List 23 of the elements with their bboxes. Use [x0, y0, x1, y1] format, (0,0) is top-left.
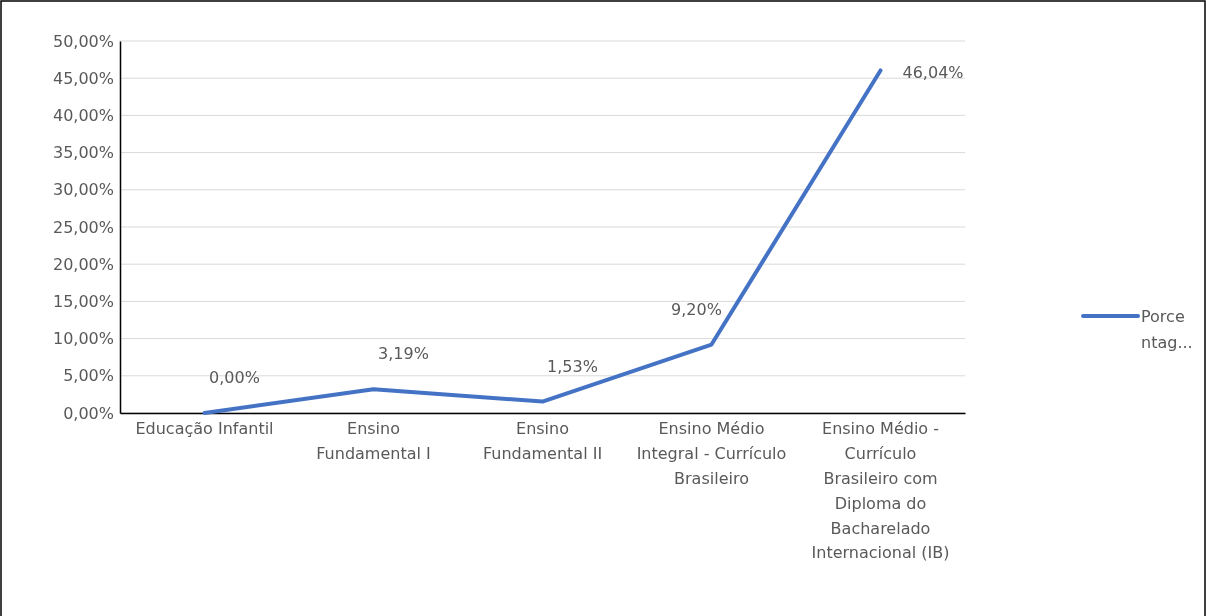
y-tick-label: 35,00%: [52, 143, 114, 163]
data-label: 3,19%: [378, 344, 429, 364]
data-label: 0,00%: [209, 368, 260, 387]
data-label: 46,04%: [902, 63, 964, 83]
y-tick-label: 5,00%: [63, 366, 114, 386]
y-tick-label: 45,00%: [52, 68, 114, 88]
x-tick-label: Ensino Fundamental II: [482, 419, 603, 464]
y-tick-label: 25,00%: [52, 217, 114, 237]
y-tick-label: 15,00%: [52, 292, 114, 312]
y-tick-label: 30,00%: [52, 180, 114, 200]
data-label: 9,20%: [671, 299, 722, 319]
legend-label: Porcentag...: [1141, 307, 1193, 352]
y-tick-label: 20,00%: [52, 254, 114, 274]
line-series: [202, 68, 883, 415]
x-tick-label: Ensino Fundamental I: [316, 419, 431, 464]
y-tick-label: 10,00%: [52, 329, 114, 349]
x-tick-label: Educação Infantil: [135, 419, 274, 439]
x-tick-label: Ensino Médio - Currículo Brasileiro com Diploma do Bacharelado Internacional (IB): [811, 419, 950, 563]
y-tick-label: 40,00%: [52, 106, 114, 126]
y-tick-label: 0,00%: [63, 403, 114, 423]
x-tick-label: Ensino Médio Integral - Currículo Brasileiro: [636, 419, 787, 488]
y-tick-label: 50,00%: [52, 31, 114, 51]
data-label: 1,53%: [547, 356, 598, 376]
